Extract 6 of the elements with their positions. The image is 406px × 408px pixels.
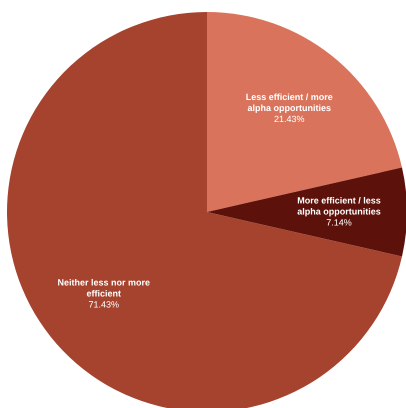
slice-label: Neither less nor more efficient [58,278,150,299]
slice-label: More efficient / less alpha opportunities [297,195,381,216]
data-label: 7.14% [326,217,352,228]
data-label: 71.43% [88,300,120,310]
slice-label: Less efficient / more alpha opportunities [246,92,333,114]
data-label: 21.43% [274,114,305,124]
